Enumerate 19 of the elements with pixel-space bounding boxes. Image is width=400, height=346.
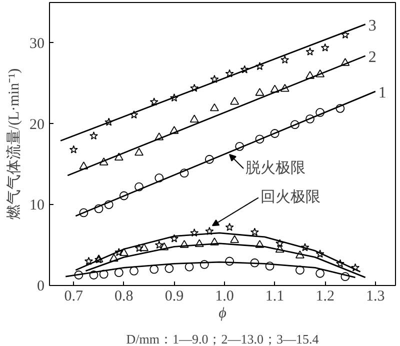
x-tick-label: 0.8 (114, 288, 134, 304)
x-tick-label: 0.9 (164, 288, 184, 304)
text: D/mm：1—9.0；2—13.0；3—15.4 (126, 332, 320, 346)
x-tick-label: 1.1 (265, 288, 284, 304)
y-tick-label: 30 (30, 36, 44, 52)
annotation: 3 (368, 17, 376, 34)
x-tick-label: 1.0 (215, 288, 234, 304)
x-tick-label: 0.7 (64, 288, 84, 304)
y-tick-label: 0 (37, 278, 44, 294)
annotation: 1 (378, 84, 386, 102)
x-tick-label: 1.2 (316, 288, 334, 304)
annotation: 脱火极限 (246, 160, 306, 177)
x-axis-title: ϕ (218, 306, 227, 322)
x-tick-label: 1.3 (366, 288, 385, 304)
annotation: 回火极限 (260, 188, 320, 206)
y-tick-label: 20 (30, 116, 44, 133)
y-tick-label: 10 (30, 198, 44, 214)
y-axis-title: 燃气气体流量/(L·min⁻¹) (6, 68, 22, 220)
annotation: 2 (368, 48, 376, 66)
